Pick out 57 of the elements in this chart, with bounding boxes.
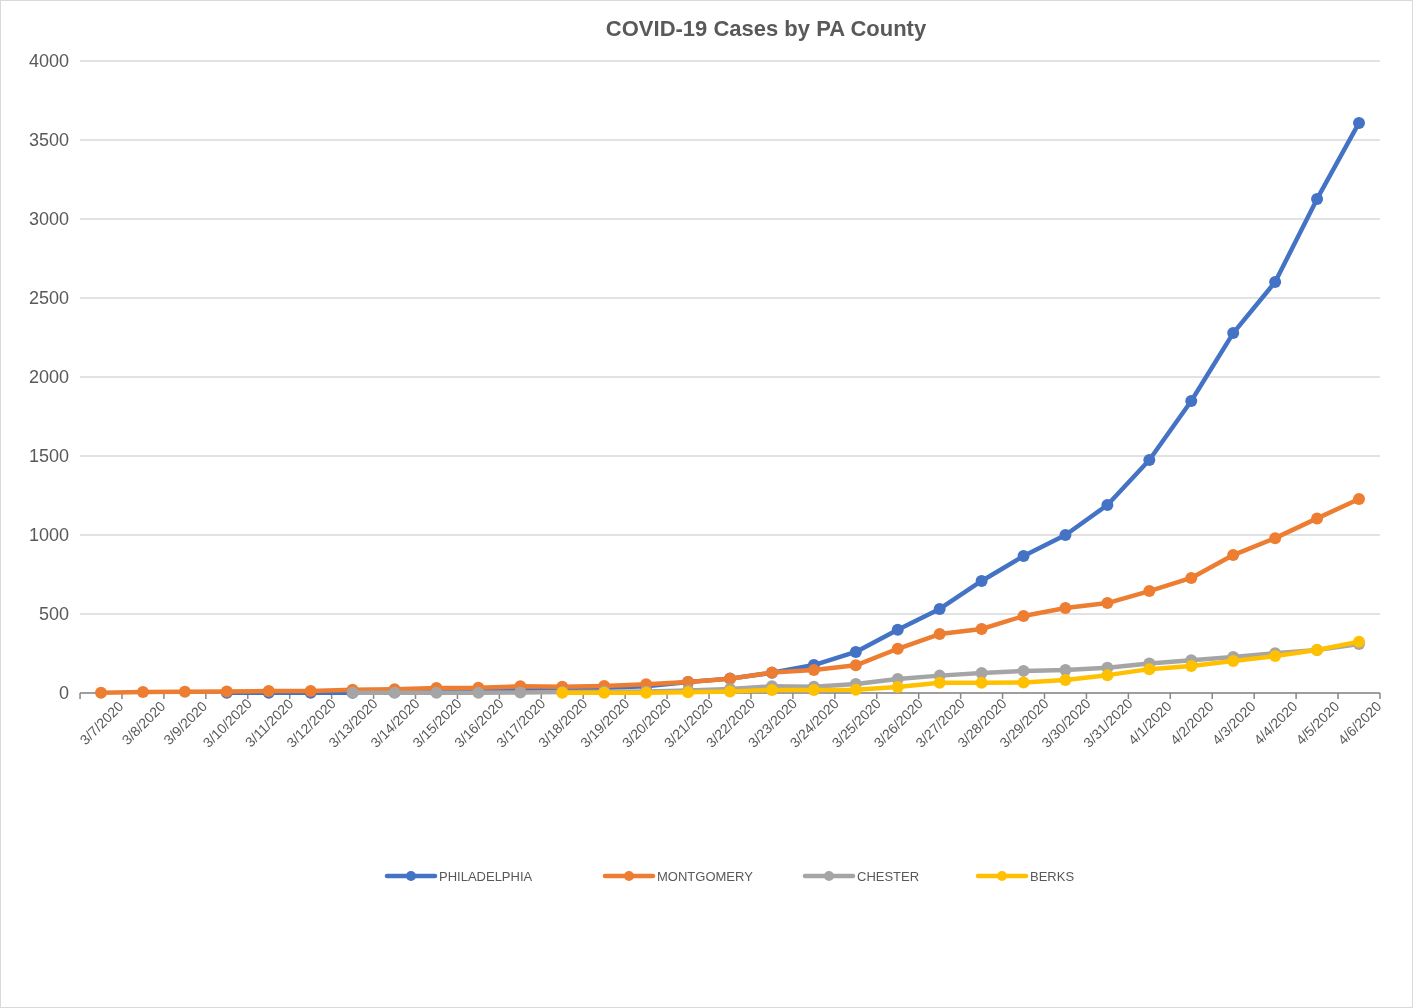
point <box>807 664 820 677</box>
point <box>1185 571 1198 584</box>
point <box>975 574 988 587</box>
point <box>1311 512 1324 525</box>
point <box>849 645 862 658</box>
point <box>136 686 149 699</box>
point <box>1143 453 1156 466</box>
point <box>1101 498 1114 511</box>
point <box>1017 676 1030 689</box>
y-tick-label: 3500 <box>28 130 69 151</box>
point <box>891 681 904 693</box>
point <box>1227 549 1240 562</box>
point <box>1059 529 1072 541</box>
point <box>765 684 778 696</box>
point <box>1143 585 1156 598</box>
point <box>1059 674 1072 687</box>
point <box>975 623 988 636</box>
point <box>1017 664 1030 677</box>
y-tick-label: 2500 <box>28 288 69 309</box>
legend-label: CHESTER <box>857 869 920 884</box>
point <box>891 642 904 655</box>
point <box>1353 492 1365 505</box>
point <box>1311 192 1324 205</box>
point <box>1185 659 1198 672</box>
point <box>1017 610 1030 623</box>
y-tick-label: 2000 <box>28 367 69 388</box>
point <box>1059 602 1072 614</box>
point <box>1227 327 1240 340</box>
point <box>95 686 107 699</box>
y-tick-label: 1500 <box>28 446 69 467</box>
point <box>849 659 862 672</box>
y-tick-label: 1000 <box>28 525 69 546</box>
point <box>1269 532 1282 545</box>
point <box>1269 276 1282 289</box>
legend-label: MONTGOMERY <box>657 869 754 884</box>
point <box>807 684 820 696</box>
point <box>975 676 988 689</box>
y-tick-label: 500 <box>38 604 69 625</box>
point <box>1185 395 1198 408</box>
point <box>1353 116 1365 129</box>
point <box>933 628 946 641</box>
point <box>933 676 946 689</box>
point <box>891 623 904 636</box>
point <box>1101 669 1114 682</box>
point <box>933 602 946 615</box>
point <box>1017 550 1030 563</box>
legend-label: PHILADELPHIA <box>439 869 533 884</box>
point <box>178 685 191 698</box>
point <box>1143 663 1156 676</box>
point <box>1101 597 1114 610</box>
y-tick-label: 0 <box>58 683 69 704</box>
legend-label: BERKS <box>1030 869 1075 884</box>
chart-title: COVID-19 Cases by PA County <box>605 16 927 41</box>
y-tick-label: 4000 <box>28 51 69 72</box>
y-tick-label: 3000 <box>28 209 69 230</box>
point <box>849 683 862 696</box>
point <box>1227 654 1240 667</box>
